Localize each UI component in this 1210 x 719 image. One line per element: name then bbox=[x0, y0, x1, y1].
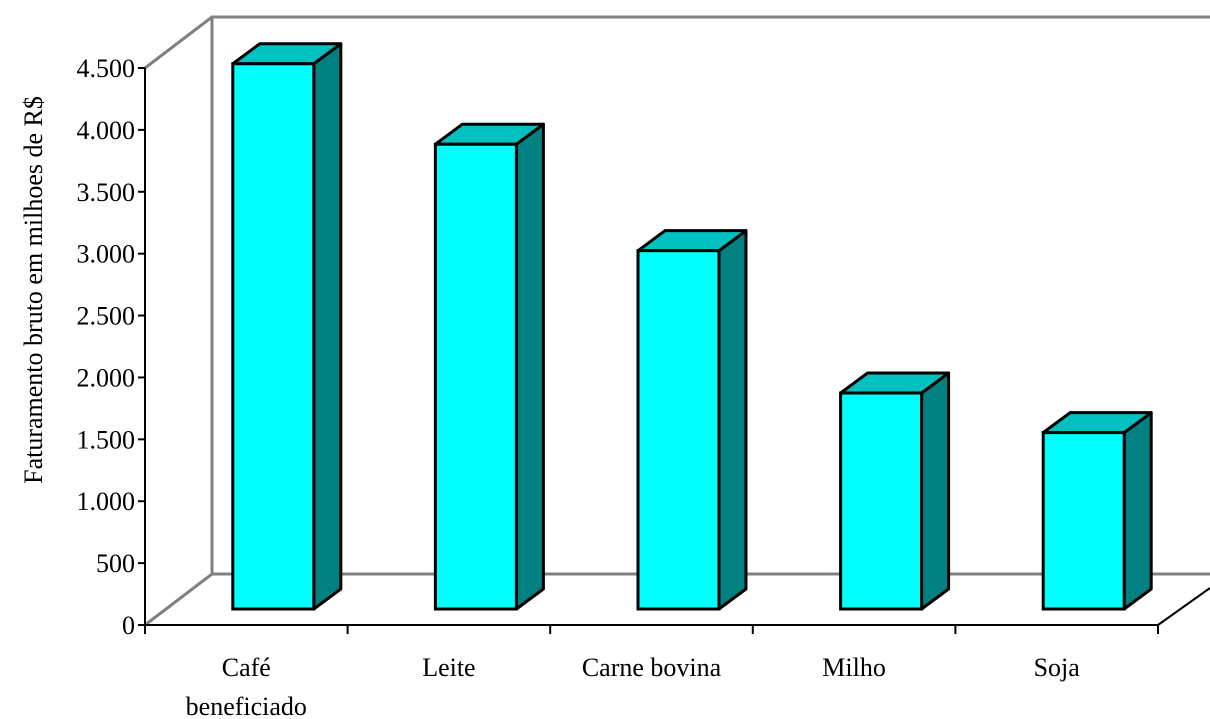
y-tick-label: 2.500 bbox=[77, 302, 136, 331]
x-category-label: beneficiado bbox=[186, 692, 307, 719]
x-category-label: Milho bbox=[822, 653, 886, 682]
bar-side bbox=[717, 229, 748, 611]
bar bbox=[839, 391, 924, 611]
bar bbox=[636, 249, 721, 611]
x-category-label: Café bbox=[222, 653, 271, 682]
y-tick-label: 1.000 bbox=[77, 487, 136, 516]
y-tick-label: 3.000 bbox=[77, 240, 136, 269]
y-tick-label: 4.000 bbox=[77, 116, 136, 145]
x-category-label: Soja bbox=[1034, 653, 1081, 682]
y-tick-label: 0 bbox=[122, 611, 135, 640]
y-tick-label: 4.500 bbox=[77, 54, 136, 83]
bar bbox=[1041, 431, 1126, 611]
x-category-label: Carne bovina bbox=[582, 653, 722, 682]
bar-side bbox=[312, 42, 343, 611]
floor-right-edge bbox=[1157, 587, 1210, 626]
x-category-label: Leite bbox=[422, 653, 475, 682]
y-tick-label: 500 bbox=[96, 549, 135, 578]
bar-side bbox=[1122, 411, 1153, 611]
y-tick-label: 2.000 bbox=[77, 363, 136, 392]
y-axis-title: Faturamento bruto em milhoes de R$ bbox=[19, 96, 48, 484]
bar-side bbox=[514, 122, 545, 611]
y-tick-label: 1.500 bbox=[77, 425, 136, 454]
y-tick-label: 3.500 bbox=[77, 178, 136, 207]
bar-side bbox=[920, 371, 951, 611]
bar bbox=[433, 142, 518, 611]
bar bbox=[231, 62, 316, 611]
